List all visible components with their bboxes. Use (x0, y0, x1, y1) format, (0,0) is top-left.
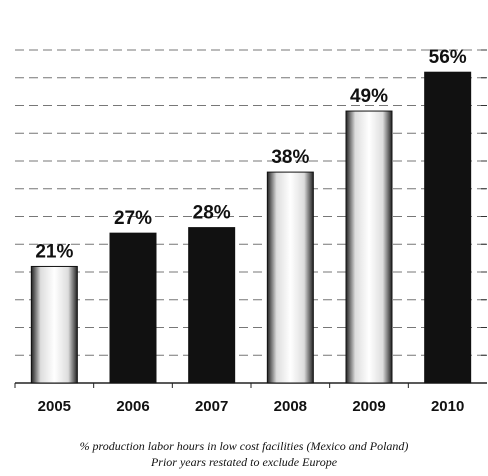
value-label: 38% (271, 147, 309, 168)
note: % production labor hours in low cost fac… (80, 439, 409, 453)
value-label: 49% (350, 86, 388, 107)
x-tick-label: 2007 (195, 398, 228, 415)
bar (345, 110, 393, 384)
value-label: 27% (114, 208, 152, 229)
x-tick-label: 2005 (38, 398, 71, 415)
value-label: 56% (429, 47, 467, 68)
x-tick-label: 2009 (352, 398, 385, 415)
bar (266, 171, 314, 384)
value-label: 21% (35, 241, 73, 262)
bar (109, 232, 157, 384)
x-tick-label: 2006 (116, 398, 149, 415)
bar (188, 227, 236, 384)
x-tick-label: 2008 (274, 398, 307, 415)
bar (424, 71, 472, 384)
bar (30, 265, 78, 384)
x-tick-label: 2010 (431, 398, 464, 415)
value-label: 28% (193, 203, 231, 224)
note: Prior years restated to exclude Europe (150, 455, 338, 469)
